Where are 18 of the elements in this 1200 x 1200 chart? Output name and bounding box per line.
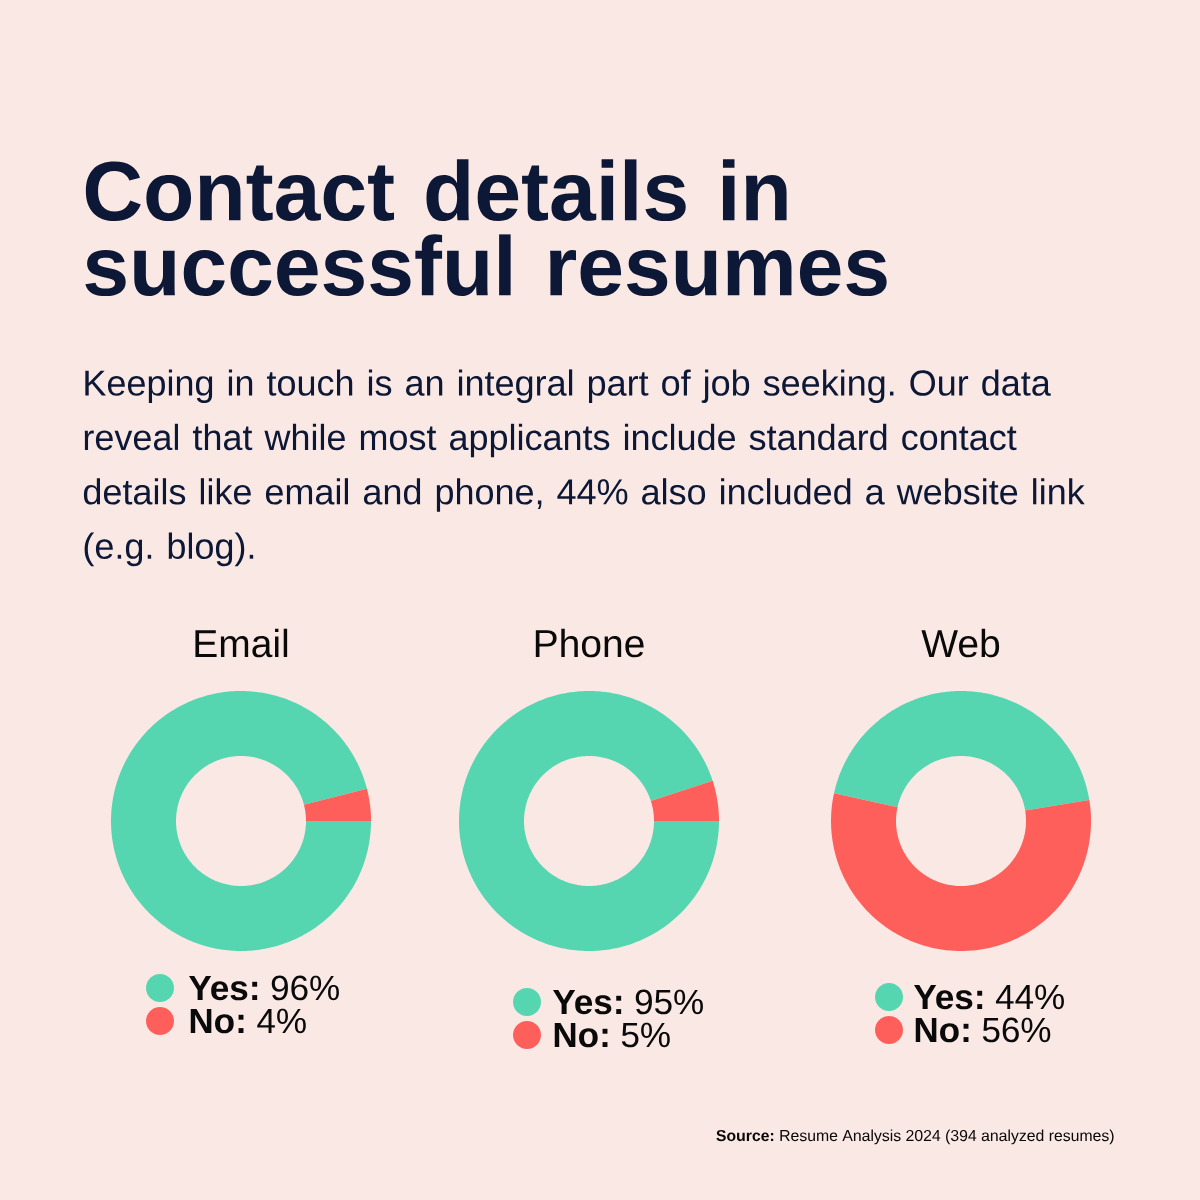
data-label: 96%: [271, 975, 339, 1001]
data-label: 95%: [635, 989, 703, 1015]
data-label: 56%: [982, 1017, 1051, 1043]
legend-label: Yes: [914, 984, 973, 1010]
legend-label: Yes: [189, 975, 248, 1001]
legend-label: No: [554, 1022, 598, 1048]
legend-label: Yes: [553, 989, 612, 1015]
text: Source: Resume Analysis 2024 (394 analyzed resumes): [716, 1129, 1114, 1145]
legend-label: No: [190, 1008, 234, 1034]
data-label: 5%: [621, 1022, 670, 1048]
legend-label: No: [915, 1017, 959, 1043]
data-label: 44%: [995, 984, 1064, 1010]
chart-title: Web: [921, 628, 1000, 658]
text: Contact details in successful resumes: [85, 159, 887, 297]
chart-title: Phone: [535, 628, 644, 658]
chart-title: Email: [195, 628, 288, 658]
data-label: 4%: [257, 1008, 306, 1034]
text: Keeping in touch is an integral part of job seeking. Our data reveal that while most applicants include standard contact details like email and phone, 44% also included a website link (e.g. blog).: [83, 369, 1085, 567]
